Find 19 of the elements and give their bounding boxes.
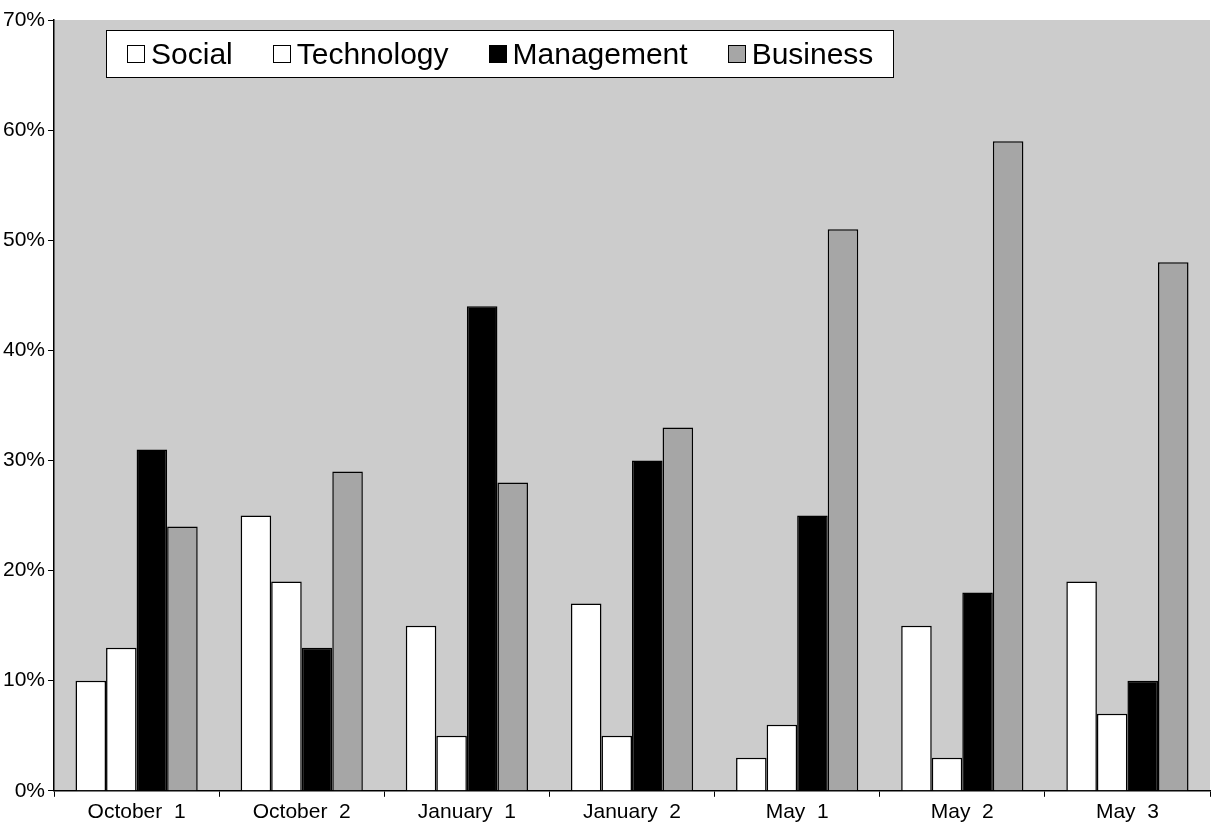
x-tick-label: May 2	[930, 799, 994, 823]
x-tick-label: May 1	[765, 799, 829, 823]
y-tick-label: 70%	[3, 6, 46, 30]
y-tick-label: 30%	[3, 447, 46, 471]
x-tick-label: October 1	[87, 799, 186, 823]
y-tick-label: 10%	[3, 667, 46, 691]
legend-label: Business	[751, 37, 874, 71]
y-tick-label: 20%	[3, 557, 46, 581]
legend-label: Social	[151, 37, 233, 71]
x-tick-label: May 3	[1095, 799, 1159, 823]
legend-label: Technology	[296, 37, 449, 71]
legend-label: Management	[512, 37, 688, 71]
y-tick-label: 50%	[3, 227, 46, 251]
x-tick-label: October 2	[252, 799, 351, 823]
x-tick-label: January 2	[582, 799, 682, 823]
y-tick-label: 60%	[3, 116, 46, 140]
y-tick-label: 40%	[3, 337, 46, 361]
x-tick-label: January 1	[417, 799, 516, 823]
y-tick-label: 0%	[14, 777, 46, 801]
